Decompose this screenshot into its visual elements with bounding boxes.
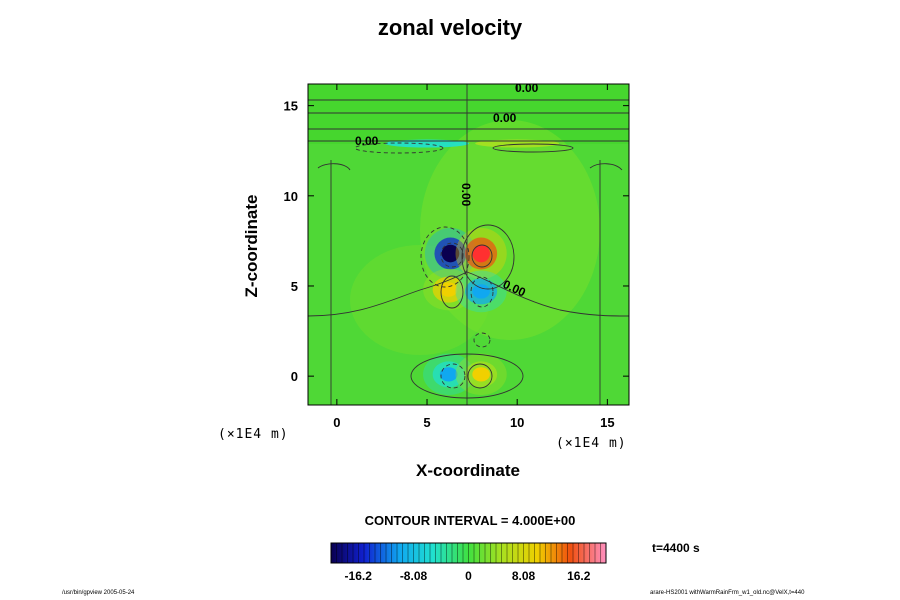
colorbar-tick-label: -8.08 [400,569,428,583]
contour-line [589,163,623,171]
colorbar-tick-label: -16.2 [345,569,373,583]
colorbar-tick-label: 16.2 [567,569,591,583]
y-axis-ticks: 0 5 10 15 [284,99,629,384]
x-tick-label: 15 [600,415,614,430]
light-lobe-right [420,120,600,340]
contour-line [308,271,629,317]
colorbar-stripes [336,543,601,563]
y-tick-label: 10 [284,189,298,204]
colorbar-ticks: -16.2 -8.08 0 8.08 16.2 [345,569,591,583]
contour-line [470,276,494,308]
chart-title: zonal velocity [377,15,523,40]
x-tick-label: 5 [423,415,430,430]
x-axis-ticks: 0 5 10 15 [333,84,615,430]
contour-line [410,353,524,399]
field-feature [439,282,458,297]
time-label: t=4400 s [652,541,700,555]
field-feature [472,244,490,263]
contour-interval: CONTOUR INTERVAL = 4.000E+00 [364,513,576,528]
field-feature [472,367,490,382]
contour-label: 0.00 [459,183,473,207]
contour-line [473,332,491,348]
contour-line [317,163,351,171]
y-tick-label: 5 [291,279,298,294]
x-tick-label: 0 [333,415,340,430]
contour-line [354,142,444,154]
contour-line [440,363,466,389]
contour-line [467,363,493,389]
field-feature [475,139,560,148]
contour-line [492,143,574,153]
footer-left: /usr/bin/gpview 2005-05-24 [62,590,135,596]
y-tick-label: 0 [291,369,298,384]
y-axis-unit: (×1E4 m) [218,427,289,442]
colorbar-tick-label: 8.08 [512,569,536,583]
contour-line [420,226,470,288]
x-axis-unit: (×1E4 m) [556,436,627,451]
contour-label: 0.00 [355,134,379,148]
contour-labels: 0.00 0.00 0.00 0.00 0.00 [355,81,539,300]
colorbar-tick-label: 0 [465,569,472,583]
x-tick-label: 10 [510,415,524,430]
contour-lines [308,84,629,405]
field-feature [441,244,460,263]
field-feature [385,139,470,148]
contour-label: 0.00 [515,81,539,95]
field-feature [472,284,490,299]
x-axis-label: X-coordinate [416,461,520,480]
light-lobe-left [350,245,490,355]
contour-line [440,275,464,309]
contour-line [461,224,515,290]
contour-line [471,244,493,268]
plot-frame [307,83,630,406]
y-tick-label: 15 [284,99,298,114]
contour-label: 0.00 [493,111,517,125]
field-feature [439,367,458,382]
footer-right: arare-HS2001 withWarmRainFrm_w1_old.nc@V… [650,590,805,596]
contour-line [440,242,464,268]
field-overlay: 0.00 0.00 0.00 0.00 0.00 [308,81,629,405]
